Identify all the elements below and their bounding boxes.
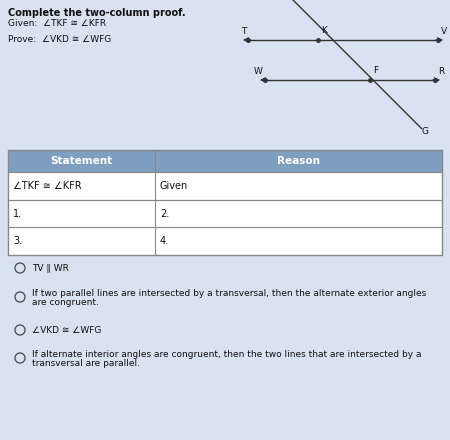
Text: Reason: Reason: [277, 156, 320, 166]
Circle shape: [15, 353, 25, 363]
Text: Given:  ∠TKF ≅ ∠KFR: Given: ∠TKF ≅ ∠KFR: [8, 19, 106, 28]
Text: TV ∥ WR: TV ∥ WR: [32, 264, 69, 272]
Circle shape: [15, 325, 25, 335]
Bar: [8, 150, 442, 172]
Text: ∠VKD ≅ ∠WFG: ∠VKD ≅ ∠WFG: [32, 326, 101, 334]
Text: 3.: 3.: [13, 236, 22, 246]
Text: W: W: [254, 67, 263, 76]
Text: Complete the two-column proof.: Complete the two-column proof.: [8, 8, 185, 18]
Text: Given: Given: [160, 181, 188, 191]
Text: Statement: Statement: [50, 156, 112, 166]
Text: 1.: 1.: [13, 209, 22, 219]
Text: Prove:  ∠VKD ≅ ∠WFG: Prove: ∠VKD ≅ ∠WFG: [8, 35, 111, 44]
Text: G: G: [422, 127, 429, 136]
Text: are congruent.: are congruent.: [32, 297, 99, 307]
Text: K: K: [321, 26, 327, 35]
Circle shape: [15, 263, 25, 273]
Text: T: T: [241, 27, 246, 36]
Text: transversal are parallel.: transversal are parallel.: [32, 359, 140, 367]
Text: V: V: [441, 27, 447, 36]
Bar: [8, 150, 442, 255]
Bar: [8, 227, 442, 255]
Text: ∠TKF ≅ ∠KFR: ∠TKF ≅ ∠KFR: [13, 181, 81, 191]
Bar: [8, 172, 442, 200]
Text: 4.: 4.: [160, 236, 169, 246]
Circle shape: [15, 292, 25, 302]
Text: F: F: [373, 66, 378, 75]
Text: R: R: [438, 67, 444, 76]
Text: If two parallel lines are intersected by a transversal, then the alternate exter: If two parallel lines are intersected by…: [32, 289, 426, 297]
Text: If alternate interior angles are congruent, then the two lines that are intersec: If alternate interior angles are congrue…: [32, 349, 422, 359]
Bar: [8, 200, 442, 227]
Text: 2.: 2.: [160, 209, 169, 219]
